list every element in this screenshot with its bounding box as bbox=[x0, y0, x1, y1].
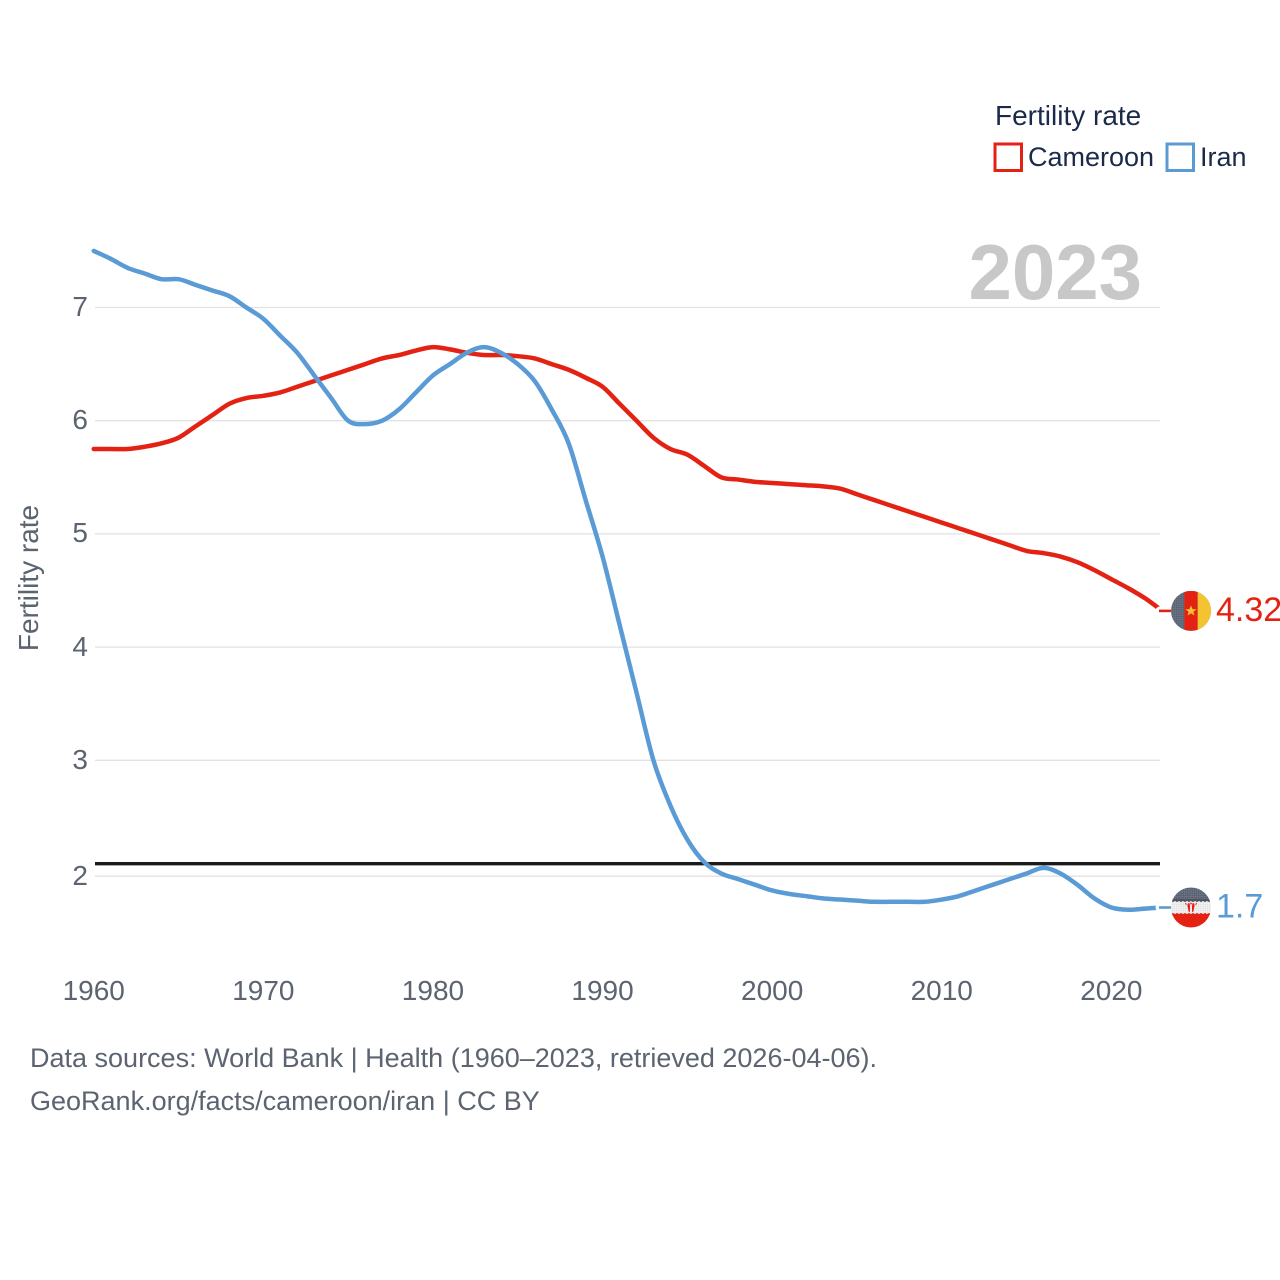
svg-text:Iran: Iran bbox=[1200, 142, 1247, 172]
svg-text:Data sources: World Bank | Hea: Data sources: World Bank | Health (1960–… bbox=[30, 1043, 877, 1073]
svg-text:1980: 1980 bbox=[402, 975, 464, 1006]
svg-text:2023: 2023 bbox=[968, 228, 1142, 316]
svg-text:5: 5 bbox=[72, 517, 88, 548]
svg-text:1990: 1990 bbox=[571, 975, 633, 1006]
svg-text:1970: 1970 bbox=[232, 975, 294, 1006]
svg-text:4: 4 bbox=[72, 631, 88, 662]
svg-text:1960: 1960 bbox=[63, 975, 125, 1006]
svg-text:2000: 2000 bbox=[741, 975, 803, 1006]
svg-text:2020: 2020 bbox=[1080, 975, 1142, 1006]
svg-text:1.7: 1.7 bbox=[1216, 888, 1263, 926]
svg-text:4.32: 4.32 bbox=[1216, 591, 1280, 629]
svg-text:7: 7 bbox=[72, 291, 88, 322]
svg-text:Cameroon: Cameroon bbox=[1028, 142, 1154, 172]
svg-text:6: 6 bbox=[72, 404, 88, 435]
svg-text:3: 3 bbox=[72, 744, 88, 775]
svg-text:2: 2 bbox=[72, 860, 88, 891]
svg-text:2010: 2010 bbox=[911, 975, 973, 1006]
svg-text:Fertility rate: Fertility rate bbox=[995, 100, 1141, 131]
svg-text:Fertility rate: Fertility rate bbox=[13, 505, 44, 651]
svg-text:GeoRank.org/facts/cameroon/ira: GeoRank.org/facts/cameroon/iran | CC BY bbox=[30, 1086, 540, 1116]
